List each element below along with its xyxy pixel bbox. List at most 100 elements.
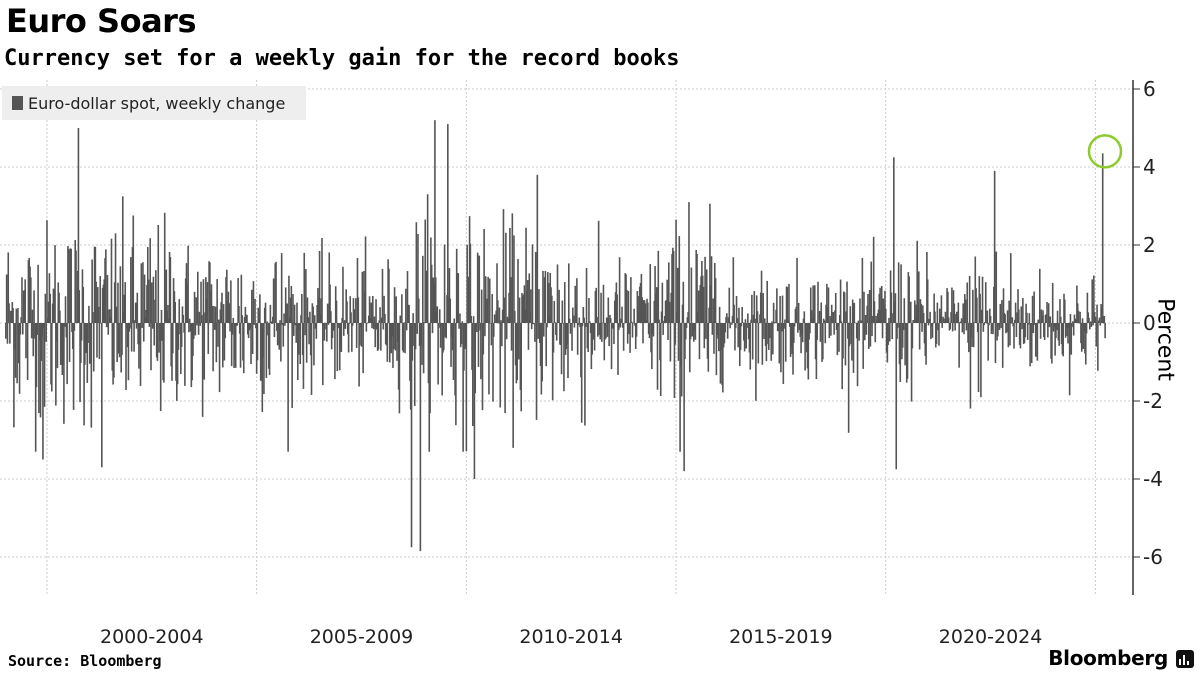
weekly-change-bar (1034, 323, 1037, 357)
weekly-change-bar (1072, 323, 1075, 336)
weekly-change-bar (538, 323, 541, 343)
weekly-change-bar (777, 323, 780, 327)
weekly-change-bar (196, 323, 198, 326)
weekly-change-bar (388, 268, 390, 323)
weekly-change-bar (333, 323, 335, 329)
weekly-change-bar (376, 323, 379, 351)
weekly-change-bar (426, 270, 428, 323)
weekly-change-bar (651, 323, 653, 370)
weekly-change-bar (531, 244, 534, 323)
weekly-change-bar (758, 322, 760, 324)
weekly-change-bar (974, 256, 977, 323)
weekly-change-bar (1083, 323, 1085, 332)
weekly-change-bar (439, 323, 442, 348)
weekly-change-bar (995, 251, 998, 323)
weekly-change-bar (547, 272, 549, 323)
weekly-change-bar (527, 323, 530, 350)
weekly-change-bar (114, 233, 117, 323)
weekly-change-bar (467, 276, 470, 323)
weekly-change-bar (518, 297, 521, 323)
weekly-change-bar (349, 296, 352, 323)
weekly-change-bar (771, 321, 773, 323)
weekly-change-bar (845, 311, 848, 323)
weekly-change-bar (393, 287, 396, 323)
weekly-change-bar (322, 323, 325, 327)
weekly-change-bar (346, 301, 348, 323)
weekly-change-bar (640, 273, 643, 323)
weekly-change-bar (202, 279, 205, 323)
weekly-change-bar (917, 307, 919, 323)
weekly-change-bar (198, 311, 201, 323)
weekly-change-bar (184, 278, 187, 323)
weekly-change-bar (326, 323, 328, 342)
weekly-change-bar (878, 293, 881, 323)
weekly-change-bar (92, 311, 94, 323)
weekly-change-bar (410, 323, 413, 548)
weekly-change-bar (229, 323, 231, 332)
weekly-change-bar (259, 323, 262, 381)
weekly-change-bar (505, 323, 508, 340)
weekly-change-bar (598, 323, 601, 335)
weekly-change-bar (222, 304, 225, 323)
weekly-change-bar (726, 313, 728, 323)
weekly-change-bar (626, 289, 628, 323)
weekly-change-bar (586, 323, 589, 349)
weekly-change-bar (883, 305, 885, 323)
weekly-change-bar (106, 275, 109, 323)
weekly-change-bar (872, 315, 874, 323)
weekly-change-bar (476, 252, 479, 323)
weekly-change-bar (564, 323, 567, 355)
weekly-change-bar (263, 323, 265, 395)
weekly-change-bar (70, 248, 72, 323)
weekly-change-bar (399, 315, 402, 323)
weekly-change-bar (181, 306, 184, 323)
weekly-change-bar (277, 323, 280, 330)
weekly-change-bar (762, 293, 764, 323)
weekly-change-bar (382, 323, 385, 330)
weekly-change-bar (867, 293, 869, 323)
y-tick-label: 6 (1143, 80, 1156, 101)
weekly-change-bar (408, 304, 410, 323)
weekly-change-bar (909, 310, 911, 323)
weekly-change-bar (1053, 323, 1056, 327)
weekly-change-bar (398, 323, 401, 414)
weekly-change-bar (830, 323, 832, 336)
weekly-change-bar (191, 323, 193, 381)
weekly-change-bar (650, 323, 652, 353)
weekly-change-bar (292, 294, 294, 323)
weekly-change-bar (759, 292, 762, 323)
weekly-change-bar (323, 323, 326, 341)
weekly-change-bar (71, 323, 74, 349)
weekly-change-bar (624, 273, 627, 323)
weekly-change-bar (713, 262, 716, 323)
weekly-change-bar (356, 257, 359, 323)
weekly-change-bar (546, 323, 548, 328)
weekly-change-bar (428, 323, 431, 452)
weekly-change-bar (350, 312, 352, 323)
weekly-change-bar (1055, 323, 1058, 331)
weekly-change-bar (656, 323, 659, 390)
weekly-change-bar (5, 323, 7, 339)
weekly-change-bar (992, 323, 994, 335)
weekly-change-bar (438, 323, 440, 328)
weekly-change-bar (279, 320, 281, 323)
weekly-change-bar (148, 323, 151, 327)
weekly-change-bar (1001, 300, 1003, 323)
weekly-change-bar (812, 285, 814, 323)
weekly-change-bar (609, 314, 611, 323)
weekly-change-bar (90, 323, 93, 428)
weekly-change-bar (596, 316, 598, 323)
weekly-change-bar (686, 317, 689, 323)
weekly-change-bar (1093, 275, 1095, 323)
weekly-change-bar (113, 282, 116, 323)
weekly-change-bar (991, 323, 994, 331)
weekly-change-bar (272, 278, 275, 323)
weekly-change-bar (174, 302, 177, 323)
weekly-change-bar (868, 323, 870, 349)
weekly-change-bar (797, 323, 799, 333)
weekly-change-bar (494, 321, 497, 323)
weekly-change-bar (227, 291, 230, 323)
weekly-change-bar (647, 302, 649, 323)
weekly-change-bar (6, 323, 9, 344)
weekly-change-bar (1050, 323, 1052, 359)
